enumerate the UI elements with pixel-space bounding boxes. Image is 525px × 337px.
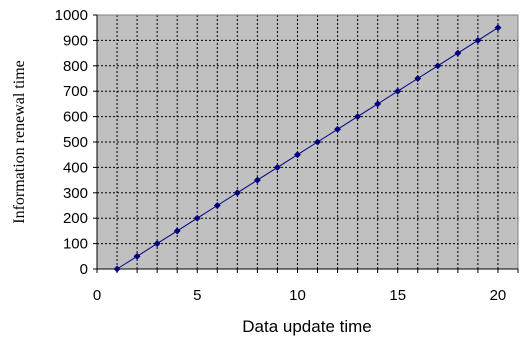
plot-area [97,15,518,269]
x-tick-label: 10 [289,287,306,304]
x-axis-label: Data update time [242,317,371,336]
y-tick-label: 100 [63,236,88,253]
x-tick-label: 0 [93,287,101,304]
y-tick-label: 300 [63,185,88,202]
y-tick-label: 700 [63,83,88,100]
data-point [293,151,302,159]
tick-labels: 0 100 200 300 400 500 600 700 800 900 1000 0 5 10 15 20 [55,7,507,304]
data-point [273,163,281,171]
y-tick-label: 900 [63,32,88,49]
y-tick-label: 0 [80,261,88,278]
data-point [193,214,201,222]
data-point [474,36,482,44]
y-tick-label: 1000 [55,7,88,24]
data-point [354,113,362,121]
data-point [113,265,121,273]
data-point [374,100,382,108]
data-point [454,49,462,57]
y-tick-label: 600 [63,109,88,126]
y-tick-label: 800 [63,58,88,75]
x-tick-label: 20 [490,287,507,304]
y-tick-label: 400 [63,159,88,176]
data-point [173,227,181,235]
data-point [153,240,161,248]
data-point [394,87,402,95]
data-point [233,189,241,197]
y-tick-label: 500 [63,134,88,151]
x-tick-label: 5 [193,287,201,304]
series-layer [113,24,502,273]
data-point [494,24,502,32]
y-tick-label: 200 [63,210,88,227]
x-tick-label: 15 [389,287,406,304]
data-point [434,62,442,70]
data-point [133,252,141,260]
data-point [253,176,261,184]
data-point [414,74,422,83]
data-point [334,125,342,133]
series-line [116,27,499,270]
y-axis-label: Information renewal time [11,60,28,224]
axes [93,14,519,273]
data-point [213,201,221,210]
data-point [313,138,322,146]
